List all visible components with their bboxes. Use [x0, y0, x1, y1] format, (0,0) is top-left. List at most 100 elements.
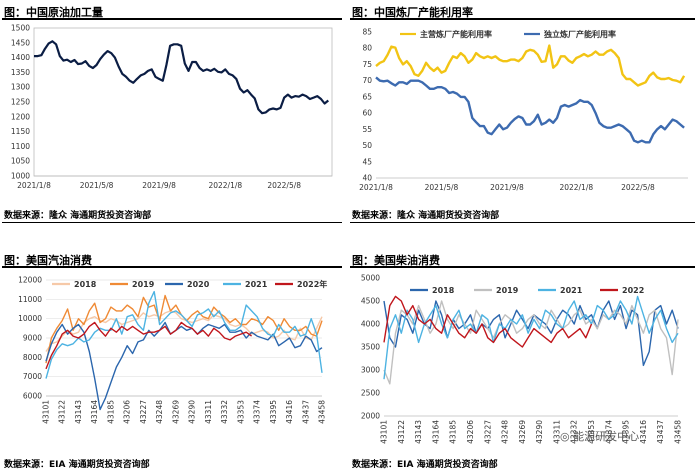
legend-label: 2020 — [187, 280, 210, 289]
x-tick-label: 43374 — [604, 420, 613, 444]
x-tick-label: 43101 — [42, 400, 51, 424]
chart-us-distillate: 2000 2500 3000 3500 4000 4500 5000 43101 43122 43… — [361, 274, 683, 444]
series-line — [45, 310, 323, 352]
x-tick-label: 2021/1/8 — [17, 181, 51, 190]
y-tick-label: 8000 — [23, 353, 42, 362]
chart-title-crude-throughput: 图：中国原油加工量 — [4, 6, 103, 19]
x-tick-label: 2022/1/8 — [559, 183, 593, 192]
chart-title-us-distillate: 图：美国柴油消费 — [352, 254, 440, 267]
y-tick-label: 1350 — [11, 68, 30, 77]
y-tick-label: 85 — [362, 28, 372, 37]
y-tick-label: 45 — [362, 157, 372, 166]
y-tick-label: 2500 — [361, 389, 380, 398]
x-tick-label: 43395 — [622, 420, 631, 444]
x-tick-label: 2021/9/8 — [142, 181, 176, 190]
y-tick-label: 10000 — [18, 314, 42, 323]
chart-refinery-utilization: 40 45 50 55 60 65 70 75 80 85 2021/1/8 2021/5/8 2021… — [359, 28, 688, 192]
series-line — [383, 300, 679, 385]
x-tick-label: 43248 — [155, 400, 164, 424]
x-tick-label: 2022/1/8 — [208, 181, 242, 190]
y-tick-label: 9000 — [23, 334, 42, 343]
x-tick-label: 43185 — [449, 420, 458, 444]
y-tick-label: 70 — [362, 76, 372, 85]
data-source-note: 数据来源：EIA 海通期货投资咨询部 — [352, 460, 498, 470]
series-line — [45, 321, 253, 370]
y-tick-label: 1400 — [11, 53, 30, 62]
y-tick-label: 80 — [362, 44, 372, 53]
x-tick-label: 2021/9/8 — [490, 183, 524, 192]
chart-crude-throughput: 1000 1050 1100 1150 1200 1250 1300 1350 1400 1450… — [11, 24, 333, 190]
title-divider — [2, 18, 342, 20]
x-tick-label: 43122 — [58, 400, 67, 424]
x-tick-label: 43437 — [656, 420, 665, 444]
series-line — [375, 76, 685, 144]
legend-label: 2018 — [74, 280, 97, 289]
y-tick-label: 75 — [362, 60, 372, 69]
chart-us-gasoline: 6000 7000 8000 9000 10000 11000 12000 43101 4312… — [18, 276, 327, 424]
y-tick-label: 5000 — [361, 274, 380, 283]
data-source-note: 数据来源：隆众 海通期货投资咨询部 — [352, 211, 500, 221]
x-tick-label: 2021/5/8 — [80, 181, 114, 190]
watermark-text: 能源研发中心 — [573, 430, 640, 443]
legend-label: 2019 — [496, 286, 519, 295]
y-tick-label: 12000 — [18, 276, 42, 285]
series-line — [45, 321, 323, 411]
source-divider — [2, 222, 342, 223]
x-tick-label: 43416 — [639, 420, 648, 444]
x-tick-label: 43416 — [285, 400, 294, 424]
legend-label: 独立炼厂产能利用率 — [543, 29, 616, 39]
x-tick-label: 43227 — [483, 420, 492, 444]
series-line — [45, 290, 323, 379]
legend-label: 2021 — [560, 286, 583, 295]
legend-label: 主营炼厂产能利用率 — [420, 29, 492, 39]
chart-title-refinery-utilization: 图：中国炼厂产能利用率 — [352, 6, 473, 19]
y-tick-label: 1300 — [11, 83, 30, 92]
x-tick-label: 43353 — [236, 400, 245, 424]
x-tick-label: 43437 — [301, 400, 310, 424]
y-tick-label: 3000 — [361, 366, 380, 375]
y-tick-label: 2000 — [361, 412, 380, 421]
legend-label: 2019 — [132, 280, 155, 289]
y-tick-label: 1100 — [11, 142, 30, 151]
y-tick-label: 1250 — [11, 98, 30, 107]
x-tick-label: 43248 — [501, 420, 510, 444]
x-tick-label: 43290 — [188, 400, 197, 424]
x-tick-label: 43332 — [220, 400, 229, 424]
data-source-note: 数据来源：隆众 海通期货投资咨询部 — [4, 211, 152, 221]
x-tick-label: 43101 — [380, 420, 389, 444]
x-tick-label: 43206 — [123, 400, 132, 424]
legend-label: 2018 — [432, 286, 455, 295]
x-tick-label: 43164 — [90, 400, 99, 424]
chart-title-us-gasoline: 图：美国汽油消费 — [4, 254, 92, 267]
y-tick-label: 7000 — [23, 372, 42, 381]
x-tick-label: 43458 — [318, 400, 327, 424]
x-tick-label: 2022/5/8 — [267, 181, 301, 190]
title-divider — [2, 266, 342, 268]
x-tick-label: 43311 — [552, 420, 561, 444]
x-tick-label: 43227 — [139, 400, 148, 424]
series-line — [34, 40, 329, 115]
y-tick-label: 1200 — [11, 112, 30, 121]
y-tick-label: 60 — [362, 109, 372, 118]
x-tick-label: 43185 — [106, 400, 115, 424]
y-tick-label: 65 — [362, 92, 372, 101]
x-tick-label: 43395 — [269, 400, 278, 424]
x-tick-label: 43269 — [518, 420, 527, 444]
x-tick-label: 43269 — [171, 400, 180, 424]
series-line — [383, 295, 593, 348]
series-line — [375, 44, 686, 87]
source-divider — [350, 222, 695, 223]
legend-label: 2022 — [622, 286, 644, 295]
y-tick-label: 4000 — [361, 320, 380, 329]
x-tick-label: 2021/1/8 — [359, 183, 393, 192]
legend-label: 2022年 — [297, 279, 327, 289]
title-divider — [350, 266, 695, 268]
y-tick-label: 11000 — [18, 295, 42, 304]
x-tick-label: 43143 — [74, 400, 83, 424]
y-tick-label: 1050 — [11, 157, 30, 166]
wechat-icon: ◎ — [560, 430, 574, 443]
y-tick-label: 1000 — [11, 172, 30, 181]
x-tick-label: 43374 — [253, 400, 262, 424]
y-tick-label: 1450 — [11, 38, 30, 47]
x-tick-label: 2022/5/8 — [621, 183, 655, 192]
